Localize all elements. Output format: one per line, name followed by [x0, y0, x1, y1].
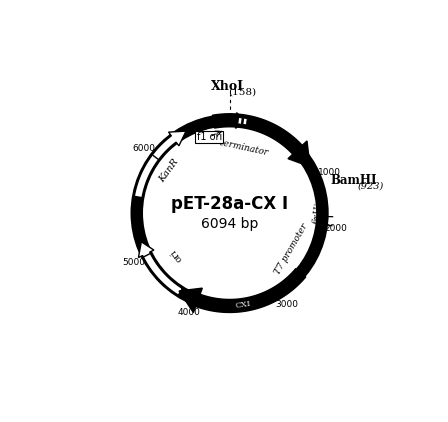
Polygon shape: [212, 114, 310, 167]
Polygon shape: [138, 242, 182, 295]
Text: 2000: 2000: [325, 224, 348, 233]
Text: ori: ori: [168, 246, 184, 263]
Text: CXI: CXI: [235, 300, 252, 310]
Text: (923): (923): [357, 181, 383, 190]
Text: f1 ori: f1 ori: [197, 132, 222, 142]
Text: 6000: 6000: [132, 144, 155, 153]
Text: 3000: 3000: [275, 300, 298, 309]
Text: pET-28a-CX I: pET-28a-CX I: [171, 195, 288, 213]
Text: XhoI: XhoI: [211, 80, 244, 93]
Text: (158): (158): [228, 88, 257, 97]
Polygon shape: [238, 117, 242, 124]
Text: 1000: 1000: [318, 168, 341, 177]
Polygon shape: [224, 113, 244, 128]
Polygon shape: [179, 269, 306, 313]
Text: BamHI: BamHI: [331, 174, 377, 187]
Text: 6094 bp: 6094 bp: [201, 217, 258, 231]
Text: 4000: 4000: [178, 308, 201, 317]
Text: KanR: KanR: [158, 157, 181, 184]
Polygon shape: [134, 131, 186, 197]
Text: T7 promoter: T7 promoter: [273, 222, 310, 276]
Text: 6xHis: 6xHis: [312, 197, 324, 224]
Text: T7 terminator: T7 terminator: [205, 135, 269, 157]
Text: 5000: 5000: [122, 257, 145, 267]
Polygon shape: [243, 118, 247, 125]
